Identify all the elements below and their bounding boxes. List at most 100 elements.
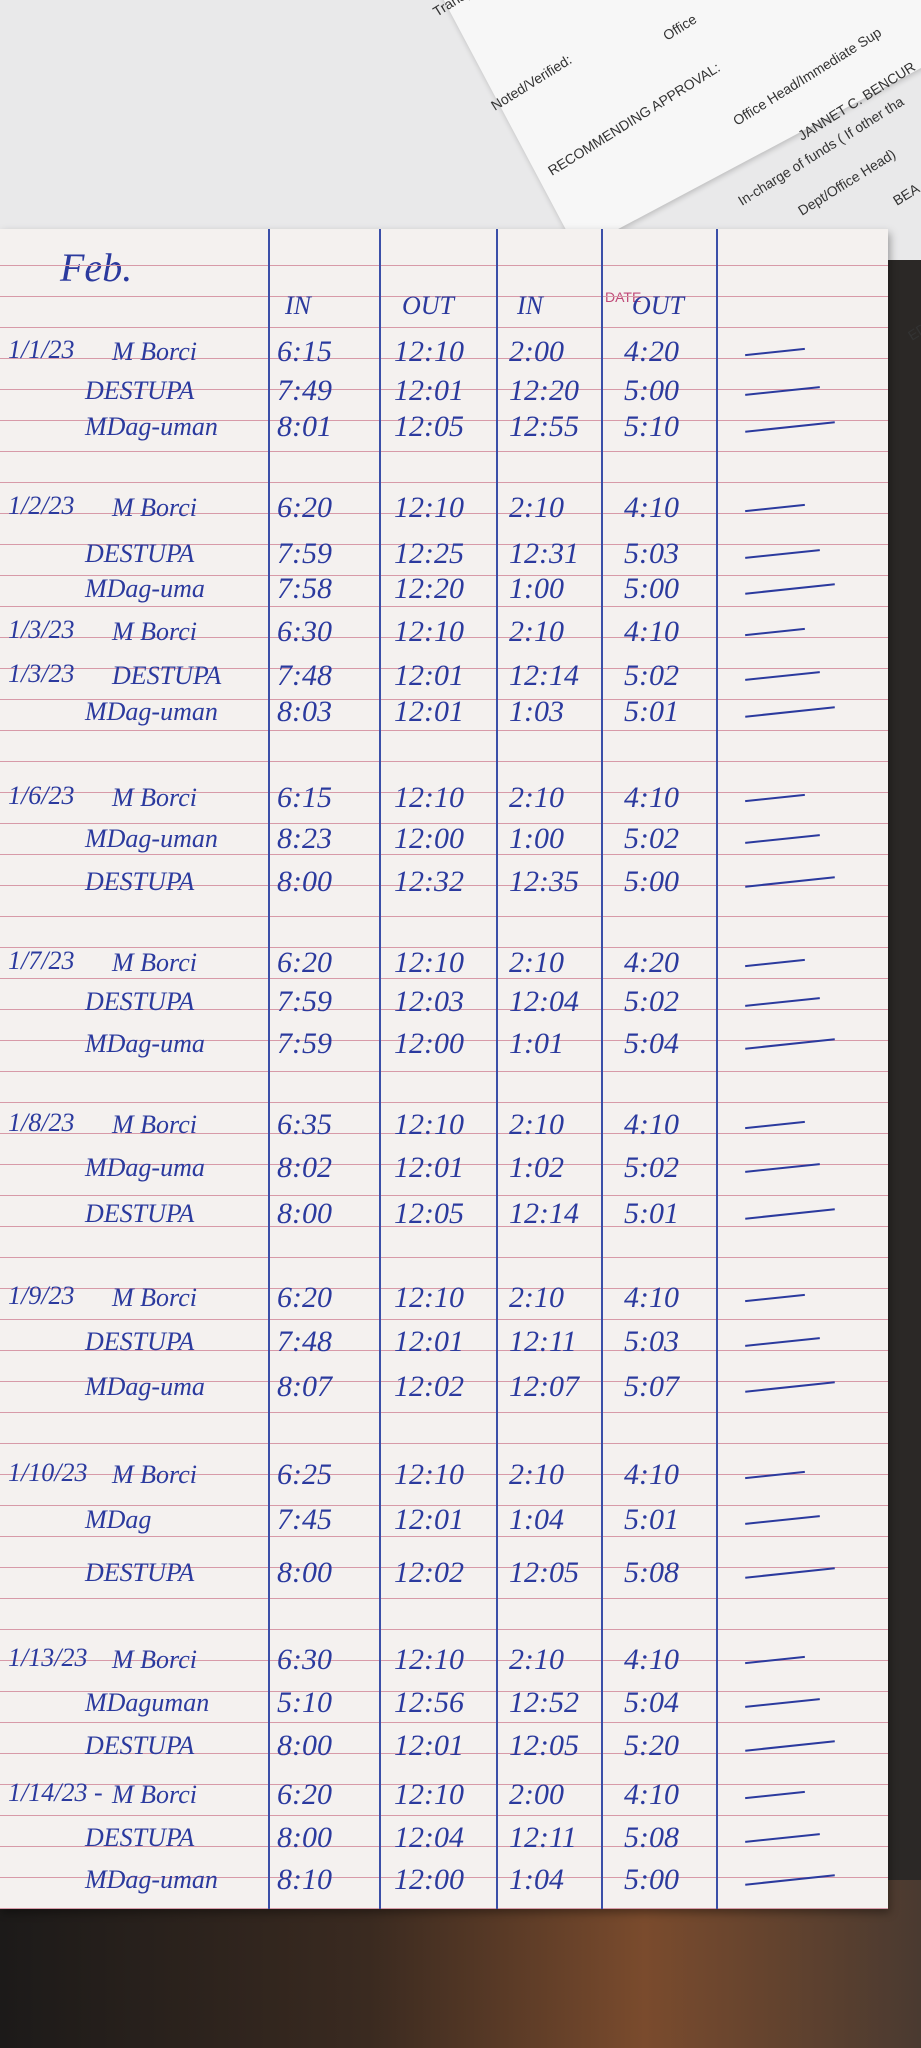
signature xyxy=(745,1207,835,1220)
time-entry: 6:20 xyxy=(277,1777,332,1811)
time-entry: 5:01 xyxy=(624,695,679,729)
time-entry: 5:00 xyxy=(624,864,679,898)
time-entry: 7:59 xyxy=(277,985,332,1018)
rule-line xyxy=(0,1195,888,1196)
time-entry: 12:10 xyxy=(394,334,464,368)
time-entry: 12:04 xyxy=(509,985,579,1018)
rule-line xyxy=(0,1071,888,1072)
time-entry: 12:01 xyxy=(394,695,464,729)
time-entry: 5:03 xyxy=(624,1324,679,1358)
rule-line xyxy=(0,947,888,948)
rule-line xyxy=(0,1381,888,1382)
rule-line xyxy=(0,637,888,638)
month: Feb. xyxy=(60,245,133,290)
time-entry: 6:15 xyxy=(277,781,332,815)
time-entry: 12:35 xyxy=(509,864,579,898)
signature xyxy=(745,504,805,513)
time-entry: 5:02 xyxy=(624,658,679,692)
time-entry: 2:00 xyxy=(509,334,564,368)
time-entry: 12:10 xyxy=(394,1777,464,1811)
time-entry: 8:00 xyxy=(277,1555,332,1589)
time-entry: 12:32 xyxy=(394,864,464,898)
rule-line xyxy=(0,327,888,328)
rule-line xyxy=(0,296,888,297)
signature xyxy=(745,706,835,718)
signature xyxy=(745,794,805,803)
employee-name: MDag-uman xyxy=(85,823,218,853)
rule-line xyxy=(0,482,888,483)
employee-name: M Borci xyxy=(112,947,197,977)
column-header: IN xyxy=(285,291,311,320)
time-entry: 12:07 xyxy=(509,1370,579,1404)
time-entry: 8:00 xyxy=(277,1820,332,1854)
time-entry: 6:35 xyxy=(277,1107,332,1141)
time-entry: 7:45 xyxy=(277,1503,332,1537)
time-entry: 4:10 xyxy=(624,1777,679,1811)
employee-name: DESTUPA xyxy=(85,1822,195,1852)
time-entry: 12:01 xyxy=(394,1729,464,1763)
rule-line xyxy=(0,358,888,359)
signature xyxy=(745,1515,820,1526)
time-entry: 5:10 xyxy=(624,410,679,444)
column-header: OUT xyxy=(632,291,685,320)
time-entry: 5:20 xyxy=(624,1729,679,1763)
time-entry: 12:20 xyxy=(509,373,579,407)
time-entry: 12:56 xyxy=(394,1686,464,1720)
rule-line xyxy=(0,420,888,421)
time-entry: 2:10 xyxy=(509,1457,564,1491)
time-entry: 12:05 xyxy=(394,1196,464,1230)
column-line xyxy=(268,229,270,1909)
rule-line xyxy=(0,1598,888,1599)
rule-line xyxy=(0,1040,888,1041)
signature xyxy=(745,670,820,681)
rule-line xyxy=(0,544,888,545)
time-entry: 12:04 xyxy=(394,1820,464,1854)
time-entry: 12:10 xyxy=(394,1643,464,1677)
employee-name: M Borci xyxy=(112,1459,197,1489)
rule-line xyxy=(0,730,888,731)
time-entry: 1:04 xyxy=(509,1862,564,1896)
employee-name: M Borci xyxy=(112,1283,197,1313)
logbook-page: Feb. DATE IN OUT IN OUT 1/1/23 M Borci 6:15 12:… xyxy=(0,229,888,1909)
time-entry: 5:00 xyxy=(624,1862,679,1896)
signature xyxy=(745,833,820,844)
time-entry: 8:02 xyxy=(277,1150,332,1184)
time-entry: 1:02 xyxy=(509,1150,564,1184)
employee-name: DESTUPA xyxy=(112,660,222,690)
time-entry: 12:00 xyxy=(394,821,464,855)
column-line xyxy=(716,229,718,1909)
time-entry: 12:02 xyxy=(394,1370,464,1404)
time-entry: 4:10 xyxy=(624,491,679,525)
time-entry: 12:03 xyxy=(394,985,464,1018)
rule-line xyxy=(0,1288,888,1289)
rule-line xyxy=(0,1257,888,1258)
time-entry: 8:23 xyxy=(277,821,332,855)
printed-label: DATE xyxy=(605,289,642,305)
time-entry: 1:00 xyxy=(509,821,564,855)
employee-name: M Borci xyxy=(112,783,197,813)
rule-line xyxy=(0,668,888,669)
time-entry: 12:11 xyxy=(509,1820,577,1854)
signature xyxy=(745,583,835,595)
time-entry: 4:10 xyxy=(624,1281,679,1315)
time-entry: 2:00 xyxy=(509,1777,564,1811)
time-entry: 12:25 xyxy=(394,537,464,571)
signature xyxy=(745,1698,820,1709)
signature xyxy=(745,1120,805,1129)
time-entry: 12:01 xyxy=(394,658,464,692)
rule-line xyxy=(0,1350,888,1351)
rule-line xyxy=(0,823,888,824)
rule-line xyxy=(0,761,888,762)
time-entry: 12:10 xyxy=(394,615,464,649)
time-entry: 6:30 xyxy=(277,615,332,649)
time-entry: 2:10 xyxy=(509,491,564,525)
rule-line xyxy=(0,1226,888,1227)
rule-line xyxy=(0,451,888,452)
signature xyxy=(745,997,820,1007)
time-entry: 4:20 xyxy=(624,334,679,368)
time-entry: 12:05 xyxy=(394,410,464,444)
time-entry: 12:55 xyxy=(509,410,579,444)
time-entry: 6:20 xyxy=(277,1281,332,1315)
rule-line xyxy=(0,575,888,576)
